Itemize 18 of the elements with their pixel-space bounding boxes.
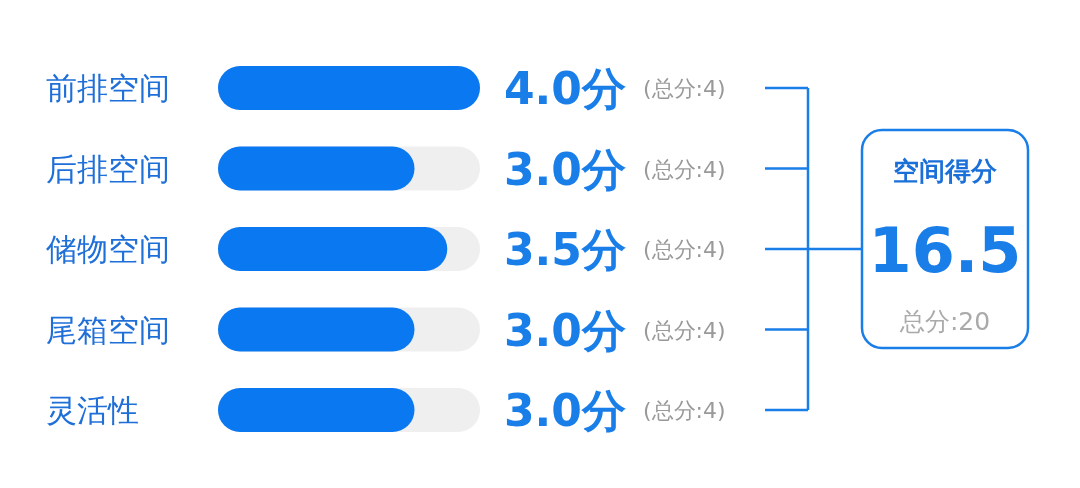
- y-tick-label: 前排空间: [46, 70, 170, 106]
- data-label: 4.0分: [504, 63, 626, 114]
- text: (总分:4): [643, 237, 726, 262]
- y-tick-label: 储物空间: [46, 231, 170, 267]
- data-label: 3.0分: [504, 385, 626, 436]
- y-tick-label: 灵活性: [46, 392, 139, 428]
- y-tick-label: 尾箱空间: [46, 311, 170, 348]
- data-label: 3.5分: [504, 224, 626, 275]
- text: (总分:4): [643, 156, 726, 182]
- text: (总分:4): [643, 317, 726, 343]
- y-tick-label: 后排空间: [46, 150, 170, 187]
- data-label: 3.0分: [504, 304, 626, 356]
- text: (总分:4): [643, 398, 726, 423]
- text: 空间得分: [893, 156, 998, 186]
- text: 总分:20: [898, 307, 991, 336]
- data-label: 3.0分: [504, 143, 626, 195]
- text: 16.5: [868, 214, 1022, 287]
- text: (总分:4): [643, 76, 726, 101]
